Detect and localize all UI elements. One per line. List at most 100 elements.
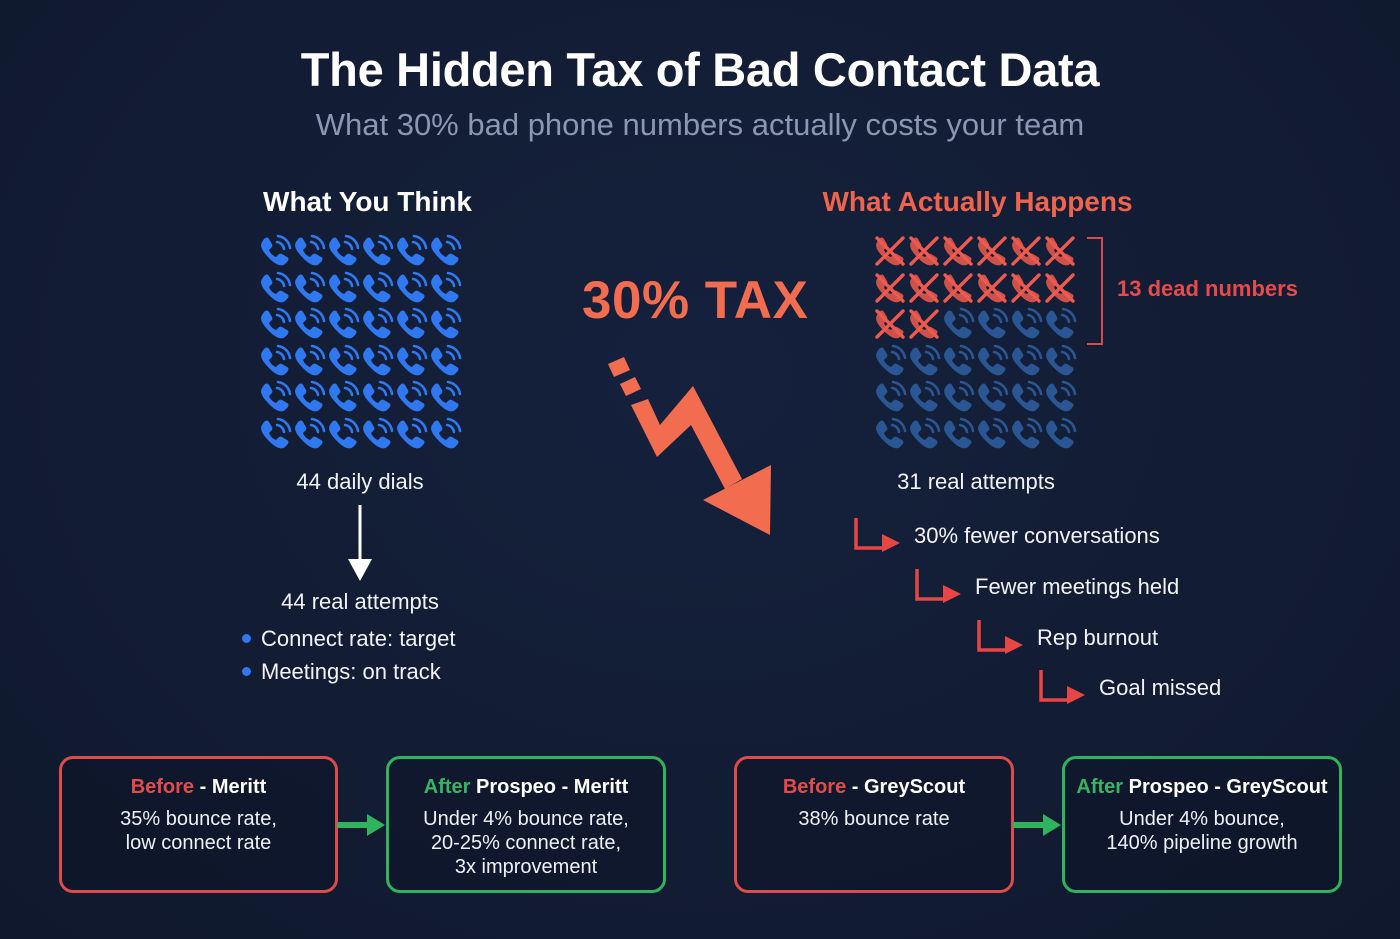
phone-icon (1009, 417, 1043, 451)
phone-icon (907, 344, 941, 378)
phone-icon (360, 307, 394, 341)
phone-icon (258, 380, 292, 414)
phone-icon (873, 417, 907, 451)
phone-icon (941, 344, 975, 378)
phone-icon (941, 417, 975, 451)
what-actually-happens-heading: What Actually Happens (822, 186, 1133, 217)
crossed-phone-icon (907, 234, 941, 268)
phone-icon (326, 417, 360, 451)
crossed-phone-icon (941, 234, 975, 268)
phone-icon (292, 417, 326, 451)
daily-dials-grid (258, 234, 462, 454)
phone-icon (326, 344, 360, 378)
phone-icon (1043, 380, 1077, 414)
phone-icon (360, 417, 394, 451)
phone-icon (258, 344, 292, 378)
phone-icon (292, 344, 326, 378)
crossed-phone-icon (1043, 234, 1077, 268)
cascade-step: Rep burnout (975, 620, 1158, 656)
crossed-phone-icon (873, 271, 907, 305)
phone-icon (258, 271, 292, 305)
phone-icon (428, 417, 462, 451)
tax-label: 30% TAX (582, 271, 809, 330)
phone-icon (975, 344, 1009, 378)
phone-icon (292, 307, 326, 341)
down-arrow-icon (348, 505, 372, 581)
phone-icon (292, 380, 326, 414)
real-attempts-right-label: 31 real attempts (897, 469, 1055, 494)
elbow-arrow-icon (915, 569, 961, 603)
crossed-phone-icon (907, 271, 941, 305)
real-attempts-grid (873, 234, 1077, 454)
phone-icon (873, 344, 907, 378)
dead-numbers-bracket (1087, 237, 1103, 345)
phone-icon (326, 380, 360, 414)
phone-icon (428, 271, 462, 305)
crossed-phone-icon (873, 307, 907, 341)
dead-numbers-label: 13 dead numbers (1117, 276, 1298, 301)
phone-icon (975, 380, 1009, 414)
phone-icon (1043, 344, 1077, 378)
crossed-phone-icon (941, 271, 975, 305)
phone-icon (292, 234, 326, 268)
phone-icon (394, 417, 428, 451)
elbow-arrow-icon (1039, 670, 1085, 704)
before-greyscout-card: Before - GreyScout 38% bounce rate (734, 756, 1014, 893)
phone-icon (1043, 307, 1077, 341)
phone-icon (394, 271, 428, 305)
phone-icon (326, 271, 360, 305)
crossed-phone-icon (873, 234, 907, 268)
phone-icon (258, 307, 292, 341)
bullet-dot-icon (242, 667, 251, 676)
phone-icon (907, 380, 941, 414)
phone-icon (360, 380, 394, 414)
phone-icon (1009, 344, 1043, 378)
phone-icon (258, 417, 292, 451)
bullet-item: Connect rate: target (242, 622, 455, 655)
crossed-phone-icon (975, 234, 1009, 268)
crossed-phone-icon (907, 307, 941, 341)
phone-icon (326, 307, 360, 341)
phone-icon (1009, 307, 1043, 341)
cascade-step: Fewer meetings held (913, 569, 1179, 605)
phone-icon (326, 234, 360, 268)
real-attempts-label: 44 real attempts (281, 589, 439, 614)
after-prospeo-meritt-card: After Prospeo - Meritt Under 4% bounce r… (386, 756, 666, 893)
phone-icon (873, 380, 907, 414)
crossed-phone-icon (1043, 271, 1077, 305)
right-arrow-icon (1013, 814, 1061, 836)
phone-icon (394, 380, 428, 414)
phone-icon (360, 344, 394, 378)
page-title: The Hidden Tax of Bad Contact Data (300, 43, 1100, 96)
phone-icon (360, 234, 394, 268)
phone-icon (1009, 380, 1043, 414)
phone-icon (428, 307, 462, 341)
daily-dials-label: 44 daily dials (296, 469, 424, 494)
phone-icon (428, 380, 462, 414)
crossed-phone-icon (1009, 271, 1043, 305)
phone-icon (394, 307, 428, 341)
right-arrow-icon (337, 814, 385, 836)
phone-icon (360, 271, 394, 305)
bullet-item: Meetings: on track (242, 655, 455, 688)
phone-icon (1043, 417, 1077, 451)
cascade-step: 30% fewer conversations (852, 518, 1160, 554)
phone-icon (292, 271, 326, 305)
page-subtitle: What 30% bad phone numbers actually cost… (315, 107, 1085, 142)
phone-icon (907, 417, 941, 451)
phone-icon (394, 344, 428, 378)
what-you-think-heading: What You Think (263, 186, 472, 217)
phone-icon (941, 307, 975, 341)
phone-icon (428, 234, 462, 268)
phone-icon (428, 344, 462, 378)
zigzag-down-arrow-icon (608, 357, 771, 535)
expectation-bullets: Connect rate: target Meetings: on track (242, 622, 455, 688)
phone-icon (975, 307, 1009, 341)
before-meritt-card: Before - Meritt 35% bounce rate, low con… (59, 756, 338, 893)
elbow-arrow-icon (854, 518, 900, 552)
cascade-step: Goal missed (1037, 670, 1221, 706)
after-prospeo-greyscout-card: After Prospeo - GreyScout Under 4% bounc… (1062, 756, 1342, 893)
bullet-dot-icon (242, 634, 251, 643)
crossed-phone-icon (975, 271, 1009, 305)
phone-icon (394, 234, 428, 268)
